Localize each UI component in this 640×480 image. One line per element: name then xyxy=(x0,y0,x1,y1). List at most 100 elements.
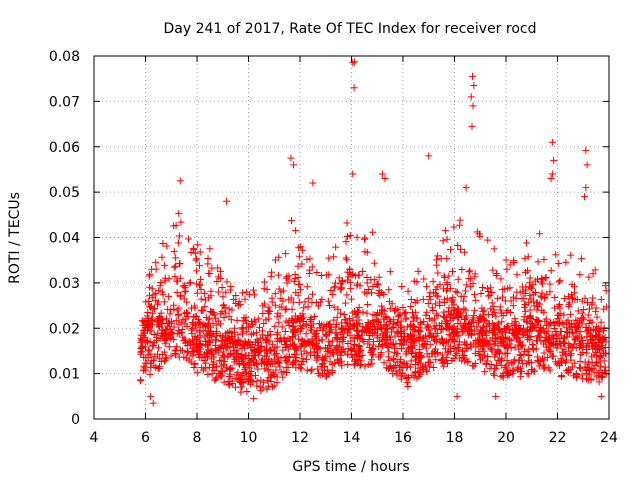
data-point xyxy=(403,338,411,346)
data-point xyxy=(212,330,220,338)
data-point xyxy=(456,216,464,224)
data-point xyxy=(299,340,307,348)
data-point xyxy=(149,342,157,350)
data-point xyxy=(566,351,574,359)
data-point xyxy=(381,328,389,336)
data-point xyxy=(553,344,561,352)
data-point xyxy=(224,377,232,385)
data-point xyxy=(190,340,198,348)
data-point xyxy=(492,272,500,280)
data-point xyxy=(434,269,442,277)
data-point xyxy=(460,292,468,300)
data-point xyxy=(150,331,158,339)
data-point xyxy=(170,247,178,255)
data-point xyxy=(361,288,369,296)
data-point xyxy=(299,355,307,363)
data-point xyxy=(564,316,572,324)
data-point xyxy=(524,333,532,341)
data-point xyxy=(550,341,558,349)
data-point xyxy=(364,361,372,369)
data-point xyxy=(411,323,419,331)
data-point xyxy=(367,289,375,297)
data-point xyxy=(401,309,409,317)
data-point xyxy=(433,292,441,300)
data-point xyxy=(538,289,546,297)
data-point xyxy=(524,357,532,365)
data-point xyxy=(288,322,296,330)
data-point xyxy=(436,338,444,346)
data-point xyxy=(494,319,502,327)
data-point xyxy=(154,344,162,352)
data-point xyxy=(270,355,278,363)
data-point xyxy=(393,358,401,366)
data-point xyxy=(569,328,577,336)
data-point xyxy=(290,161,298,169)
data-point xyxy=(316,371,324,379)
data-point xyxy=(400,359,408,367)
data-point xyxy=(401,372,409,380)
data-point xyxy=(325,338,333,346)
data-point xyxy=(415,326,423,334)
data-point xyxy=(331,329,339,337)
data-point xyxy=(470,81,478,89)
data-point xyxy=(553,330,561,338)
data-point xyxy=(471,349,479,357)
data-point xyxy=(170,263,178,271)
data-point xyxy=(471,307,479,315)
data-point xyxy=(378,341,386,349)
data-point xyxy=(210,367,218,375)
data-point xyxy=(222,288,230,296)
data-point xyxy=(305,339,313,347)
data-point xyxy=(306,351,314,359)
data-point xyxy=(523,267,531,275)
data-point xyxy=(438,335,446,343)
data-point xyxy=(473,323,481,331)
data-point xyxy=(582,146,590,154)
data-point xyxy=(542,274,550,282)
data-point xyxy=(178,325,186,333)
data-point xyxy=(556,337,564,345)
data-point xyxy=(446,343,454,351)
data-point xyxy=(583,333,591,341)
data-point xyxy=(239,317,247,325)
data-point xyxy=(402,315,410,323)
data-point xyxy=(343,256,351,264)
data-point xyxy=(436,298,444,306)
data-point xyxy=(380,359,388,367)
data-point xyxy=(527,326,535,334)
data-point xyxy=(407,357,415,365)
data-point xyxy=(383,333,391,341)
data-point xyxy=(444,360,452,368)
data-point xyxy=(334,355,342,363)
data-point xyxy=(156,282,164,290)
data-point xyxy=(199,307,207,315)
data-point xyxy=(274,328,282,336)
data-point xyxy=(469,280,477,288)
data-point xyxy=(444,320,452,328)
data-point xyxy=(343,233,351,241)
data-point xyxy=(579,314,587,322)
data-point xyxy=(403,323,411,331)
data-point xyxy=(547,267,555,275)
data-point xyxy=(271,256,279,264)
data-point xyxy=(394,350,402,358)
y-tick-label: 0.02 xyxy=(49,321,80,337)
data-point xyxy=(460,305,468,313)
data-point xyxy=(518,368,526,376)
data-point xyxy=(298,358,306,366)
data-point xyxy=(574,317,582,325)
data-point xyxy=(149,399,157,407)
data-point xyxy=(358,351,366,359)
data-point xyxy=(440,308,448,316)
data-point xyxy=(211,376,219,384)
data-point xyxy=(350,321,358,329)
data-point xyxy=(518,295,526,303)
data-point xyxy=(439,339,447,347)
data-point xyxy=(263,385,271,393)
data-point xyxy=(199,327,207,335)
data-point xyxy=(155,314,163,322)
data-point xyxy=(565,303,573,311)
data-point xyxy=(241,364,249,372)
data-point xyxy=(490,306,498,314)
data-point xyxy=(138,347,146,355)
